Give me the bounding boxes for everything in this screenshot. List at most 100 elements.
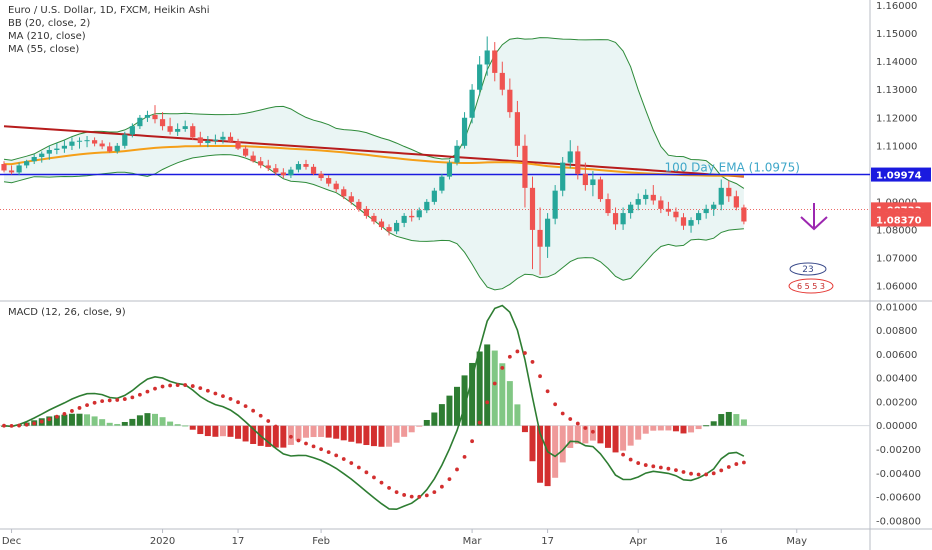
macd-histogram-bar bbox=[265, 425, 272, 447]
candle bbox=[658, 196, 664, 214]
candle-body bbox=[643, 194, 649, 200]
candle-body bbox=[363, 208, 369, 216]
candle-body bbox=[243, 148, 249, 156]
macd-signal-dot bbox=[349, 461, 354, 465]
macd-signal-dot bbox=[304, 441, 308, 446]
price-tick-label: 1.12000 bbox=[876, 113, 917, 124]
x-tick-label: 16 bbox=[715, 536, 728, 547]
macd-histogram-bar bbox=[355, 425, 362, 444]
x-tick-label: Feb bbox=[312, 536, 330, 547]
macd-signal-dot bbox=[583, 426, 588, 430]
candle-body bbox=[545, 218, 551, 247]
macd-signal-dot bbox=[689, 471, 693, 476]
candle bbox=[492, 42, 498, 82]
candle bbox=[39, 151, 45, 163]
macd-histogram-bar bbox=[53, 415, 60, 426]
candle-body bbox=[197, 137, 203, 143]
candle bbox=[446, 159, 453, 180]
macd-signal-dot bbox=[130, 395, 135, 400]
macd-histogram-bar bbox=[76, 413, 83, 426]
macd-histogram-bar bbox=[167, 421, 174, 426]
candle bbox=[529, 176, 536, 270]
candle-body bbox=[552, 190, 558, 219]
candle bbox=[243, 145, 249, 158]
candle-body bbox=[144, 114, 151, 118]
candle-body bbox=[620, 213, 626, 225]
candle-body bbox=[454, 145, 460, 163]
macd-histogram-bar bbox=[408, 425, 415, 433]
macd-signal-dot bbox=[258, 413, 263, 418]
candle bbox=[454, 140, 460, 166]
macd-signal-dot bbox=[92, 400, 97, 405]
candle-body bbox=[567, 151, 573, 163]
macd-histogram-bar bbox=[363, 425, 370, 446]
candle bbox=[386, 224, 392, 236]
macd-signal-dot bbox=[341, 457, 346, 461]
macd-signal-dot bbox=[9, 423, 14, 428]
macd-signal-dot bbox=[696, 472, 701, 477]
macd-histogram-bar bbox=[695, 425, 702, 430]
candle bbox=[680, 213, 687, 230]
candle-body bbox=[703, 208, 709, 214]
macd-histogram-bar bbox=[280, 425, 287, 448]
candle-body bbox=[711, 204, 717, 209]
macd-histogram-bar bbox=[461, 375, 468, 426]
candle-body bbox=[303, 164, 309, 167]
macd-signal-dot bbox=[568, 417, 573, 421]
candle bbox=[159, 112, 166, 131]
price-tick-label: 1.15000 bbox=[876, 29, 917, 40]
macd-signal-dot bbox=[326, 450, 331, 455]
candle-body bbox=[371, 215, 377, 222]
candle bbox=[122, 131, 128, 149]
candle bbox=[605, 193, 611, 216]
candle bbox=[696, 210, 702, 225]
candle bbox=[1, 161, 7, 173]
candle bbox=[507, 78, 513, 118]
candle bbox=[514, 100, 520, 158]
candle-body bbox=[333, 183, 339, 190]
candle bbox=[318, 171, 324, 181]
macd-signal-dot bbox=[228, 397, 233, 401]
macd-histogram-bar bbox=[740, 419, 747, 426]
macd-histogram-bar bbox=[204, 425, 211, 437]
macd-histogram-bar bbox=[197, 425, 204, 435]
candles bbox=[1, 36, 747, 275]
macd-histogram-bar bbox=[401, 425, 408, 437]
candle bbox=[620, 207, 626, 230]
macd-signal-dot bbox=[387, 486, 391, 490]
candle-body bbox=[265, 165, 271, 169]
candle bbox=[431, 187, 437, 205]
candle bbox=[461, 112, 468, 149]
macd-signal-dot bbox=[39, 419, 44, 424]
macd-histogram-bar bbox=[99, 419, 106, 426]
candle-body bbox=[680, 217, 687, 226]
candle bbox=[235, 138, 241, 150]
candle bbox=[469, 84, 475, 124]
macd-histogram-bar bbox=[529, 425, 536, 462]
candle-body bbox=[84, 140, 90, 142]
candle-body bbox=[741, 207, 747, 222]
macd-histogram-bar bbox=[121, 421, 128, 426]
candle bbox=[567, 140, 573, 169]
candle bbox=[76, 137, 83, 149]
legend-ma-210: MA (210, close) bbox=[8, 31, 86, 42]
candle bbox=[303, 159, 309, 170]
macd-tick-label: 0.00600 bbox=[876, 350, 917, 361]
candle-body bbox=[8, 170, 15, 173]
candle-body bbox=[212, 139, 218, 141]
candle-body bbox=[227, 136, 234, 142]
candle-body bbox=[431, 190, 437, 202]
candle-body bbox=[1, 164, 7, 171]
macd-histogram-bar bbox=[333, 425, 340, 439]
price-label-badge: 1.08370 bbox=[871, 212, 931, 227]
macd-signal-dot bbox=[545, 389, 550, 394]
macd-signal-dot bbox=[704, 472, 709, 477]
macd-signal-dot bbox=[394, 490, 399, 495]
macd-histogram-bar bbox=[378, 425, 385, 447]
x-tick-label: May bbox=[786, 536, 807, 547]
macd-signal-dot bbox=[183, 383, 188, 387]
macd-histogram-bar bbox=[718, 414, 725, 426]
macd-histogram-bar bbox=[227, 425, 234, 437]
macd-signal-dot bbox=[719, 468, 724, 473]
